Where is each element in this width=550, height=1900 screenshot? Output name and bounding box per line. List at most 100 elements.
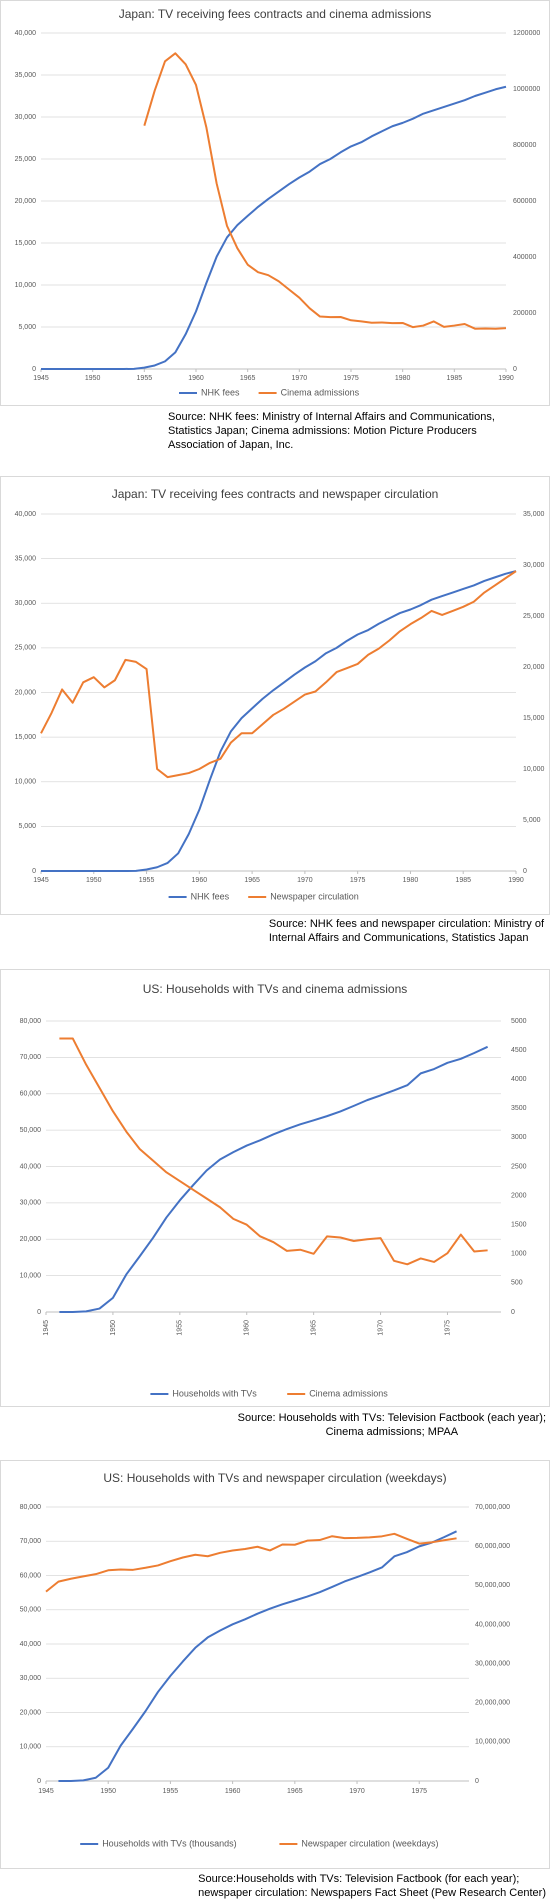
y-tick-label: 50,000	[20, 1127, 42, 1134]
x-tick-label: 1970	[292, 375, 308, 382]
y-tick-label: 15,000	[15, 240, 37, 247]
x-tick-label: 1965	[287, 1788, 303, 1795]
series-line	[40, 570, 517, 779]
y2-tick-label: 10,000	[523, 766, 545, 773]
y-tick-label: 30,000	[15, 600, 37, 607]
y-tick-label: 20,000	[20, 1236, 42, 1243]
source-line: Internal Affairs and Communications, Sta…	[268, 932, 529, 944]
y-tick-label: 70,000	[20, 1538, 42, 1545]
y-tick-label: 0	[32, 366, 36, 373]
chart-panel: US: Households with TVs and newspaper ci…	[0, 1460, 550, 1869]
x-tick-label: 1980	[403, 877, 419, 884]
x-tick-label: 1975	[350, 877, 366, 884]
legend-label: Cinema admissions	[281, 387, 360, 397]
y2-tick-label: 500	[511, 1280, 523, 1287]
x-tick-label: 1985	[455, 877, 471, 884]
source-line: Cinema admissions; MPAA	[325, 1426, 459, 1438]
series-line	[41, 570, 517, 872]
y-tick-label: 40,000	[15, 511, 37, 518]
y-tick-label: 35,000	[15, 72, 37, 79]
y2-tick-label: 0	[475, 1778, 479, 1785]
y2-tick-label: 5,000	[523, 817, 541, 824]
x-tick-label: 1945	[38, 1788, 54, 1795]
x-tick-label: 1960	[225, 1788, 241, 1795]
y-tick-label: 70,000	[20, 1054, 42, 1061]
y-tick-label: 60,000	[20, 1091, 42, 1098]
y2-tick-label: 2500	[511, 1163, 527, 1170]
y-tick-label: 35,000	[15, 555, 37, 562]
y2-tick-label: 20,000,000	[475, 1700, 510, 1707]
x-tick-label: 1970	[377, 1320, 384, 1336]
y2-tick-label: 70,000,000	[475, 1504, 510, 1511]
source-note: Source: NHK fees: Ministry of Internal A…	[168, 410, 495, 452]
y2-tick-label: 60,000,000	[475, 1543, 510, 1550]
y-tick-label: 5,000	[18, 324, 36, 331]
x-tick-label: 1975	[411, 1788, 427, 1795]
legend-label: NHK fees	[201, 387, 240, 397]
y2-tick-label: 800000	[513, 142, 536, 149]
x-tick-label: 1955	[163, 1788, 179, 1795]
y-tick-label: 40,000	[20, 1641, 42, 1648]
chart-title: US: Households with TVs and newspaper ci…	[103, 1471, 446, 1485]
y2-tick-label: 1500	[511, 1222, 527, 1229]
y2-tick-label: 5000	[511, 1018, 527, 1025]
y-tick-label: 0	[32, 868, 36, 875]
y2-tick-label: 30,000,000	[475, 1660, 510, 1667]
chart: US: Households with TVs and newspaper ci…	[20, 1471, 511, 1848]
y2-tick-label: 400000	[513, 254, 536, 261]
series-line	[59, 1045, 489, 1313]
y2-tick-label: 35,000	[523, 511, 545, 518]
y-tick-label: 0	[37, 1778, 41, 1785]
y2-tick-label: 0	[511, 1309, 515, 1316]
x-tick-label: 1970	[349, 1788, 365, 1795]
chart-panel: US: Households with TVs and cinema admis…	[0, 969, 550, 1407]
y-tick-label: 5,000	[18, 823, 36, 830]
y2-tick-label: 1000	[511, 1251, 527, 1258]
y2-tick-label: 4500	[511, 1047, 527, 1054]
y2-tick-label: 200000	[513, 310, 536, 317]
y-tick-label: 20,000	[15, 198, 37, 205]
y-tick-label: 30,000	[15, 114, 37, 121]
y-tick-label: 20,000	[20, 1709, 42, 1716]
y2-tick-label: 10,000,000	[475, 1739, 510, 1746]
y-tick-label: 25,000	[15, 156, 37, 163]
chart: Japan: TV receiving fees contracts and n…	[15, 487, 545, 901]
chart-title: Japan: TV receiving fees contracts and n…	[112, 487, 439, 501]
series-line	[58, 1530, 457, 1782]
series-line	[45, 1532, 457, 1593]
y-tick-label: 10,000	[15, 282, 37, 289]
series-line	[59, 1037, 488, 1266]
y-tick-label: 30,000	[20, 1675, 42, 1682]
chart: US: Households with TVs and cinema admis…	[20, 982, 527, 1398]
y-tick-label: 80,000	[20, 1018, 42, 1025]
y-tick-label: 50,000	[20, 1607, 42, 1614]
y2-tick-label: 50,000,000	[475, 1582, 510, 1589]
legend-label: Newspaper circulation (weekdays)	[301, 1838, 438, 1848]
x-tick-label: 1960	[244, 1320, 251, 1336]
x-tick-label: 1960	[188, 375, 204, 382]
x-tick-label: 1945	[33, 375, 49, 382]
y2-tick-label: 15,000	[523, 715, 545, 722]
legend-label: Households with TVs (thousands)	[102, 1838, 236, 1848]
y2-tick-label: 40,000,000	[475, 1621, 510, 1628]
source-line: Association of Japan, Inc.	[168, 439, 294, 451]
y2-tick-label: 600000	[513, 198, 536, 205]
y2-tick-label: 2000	[511, 1192, 527, 1199]
y2-tick-label: 4000	[511, 1076, 527, 1083]
source-line: Source:Households with TVs: Television F…	[198, 1873, 520, 1885]
x-tick-label: 1950	[110, 1320, 117, 1336]
x-tick-label: 1945	[43, 1320, 50, 1336]
source-line: Source: NHK fees: Ministry of Internal A…	[168, 411, 495, 423]
y-tick-label: 10,000	[20, 1272, 42, 1279]
y2-tick-label: 30,000	[523, 562, 545, 569]
legend-label: Cinema admissions	[309, 1388, 388, 1398]
x-tick-label: 1955	[177, 1320, 184, 1336]
y2-tick-label: 1000000	[513, 86, 540, 93]
source-line: newspaper circulation: Newspapers Fact S…	[198, 1887, 546, 1899]
y-tick-label: 0	[37, 1309, 41, 1316]
legend-label: NHK fees	[191, 891, 230, 901]
y-tick-label: 25,000	[15, 645, 37, 652]
x-tick-label: 1960	[192, 877, 208, 884]
y-tick-label: 15,000	[15, 734, 37, 741]
